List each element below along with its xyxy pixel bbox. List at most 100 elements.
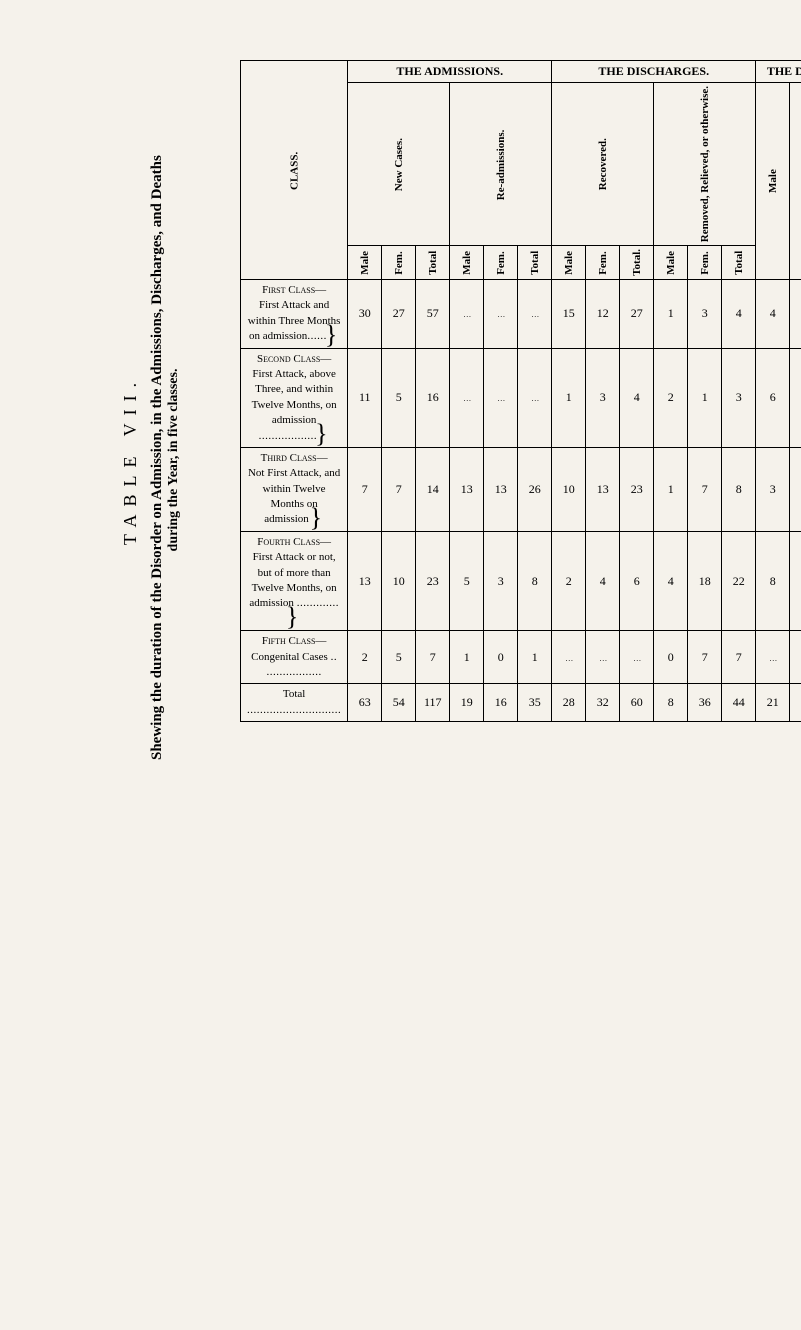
c-tot-rmm: 8 (654, 684, 688, 722)
c-f-nct: 57 (416, 280, 450, 349)
c-f-ncm: 30 (348, 280, 382, 349)
cell-first-label: First Class— First Attack and within Thr… (241, 280, 348, 349)
hdr-ra-fem: Fem. (484, 246, 518, 280)
c-s-rcf: 3 (586, 348, 620, 447)
c-tot-nct: 117 (416, 684, 450, 722)
c-4-ncf: 10 (382, 531, 416, 630)
c-f-rmm: 1 (654, 280, 688, 349)
c-tot-ncm: 63 (348, 684, 382, 722)
c-f-rmf: 3 (688, 280, 722, 349)
hdr-rc-total: Total. (620, 246, 654, 280)
c-f-raf (484, 280, 518, 349)
c-f-rmt: 4 (722, 280, 756, 349)
c-t-rmf: 7 (688, 447, 722, 531)
c-t-rct: 23 (620, 447, 654, 531)
third-hdr: Third Class— (261, 452, 328, 464)
c-tot-rcf: 32 (586, 684, 620, 722)
c-s-rat (518, 348, 552, 447)
c-4-rcm: 2 (552, 531, 586, 630)
row-total: Total ............................. 63 5… (241, 684, 801, 722)
c-s-nct: 16 (416, 348, 450, 447)
fifth-hdr: Fifth Class— (262, 635, 327, 647)
c-s-ncf: 5 (382, 348, 416, 447)
c-4-rmf: 18 (688, 531, 722, 630)
hdr-ra-total: Total (518, 246, 552, 280)
c-s-df: 0 (790, 348, 801, 447)
cell-second-label: Second Class— First Attack, above Three,… (241, 348, 348, 447)
row-third-class: Third Class— Not First Attack, and withi… (241, 447, 801, 531)
page-root: TABLE VII. Shewing the duration of the D… (40, 60, 761, 722)
c-5-rct (620, 631, 654, 684)
c-5-rmt: 7 (722, 631, 756, 684)
hdr-class: CLASS. (241, 61, 348, 280)
c-4-dm: 8 (756, 531, 790, 630)
c-4-rct: 6 (620, 531, 654, 630)
cell-total-label: Total ............................. (241, 684, 348, 722)
c-tot-rmt: 44 (722, 684, 756, 722)
c-4-rcf: 4 (586, 531, 620, 630)
third-desc: Not First Attack, and within Twelve Mont… (248, 467, 340, 525)
hdr-new-cases: New Cases. (348, 83, 450, 246)
c-5-dm (756, 631, 790, 684)
hdr-d-fem: Fem. (790, 83, 801, 280)
c-f-rcf: 12 (586, 280, 620, 349)
c-tot-ram: 19 (450, 684, 484, 722)
c-5-rmf: 7 (688, 631, 722, 684)
hdr-deaths: THE DEATHS. (756, 61, 801, 83)
c-f-df: 5 (790, 280, 801, 349)
c-4-raf: 3 (484, 531, 518, 630)
c-5-ram: 1 (450, 631, 484, 684)
c-4-df: 8 (790, 531, 801, 630)
c-tot-rmf: 36 (688, 684, 722, 722)
fourth-hdr: Fourth Class— (257, 536, 331, 548)
cell-fifth-label: Fifth Class— Congenital Cases .. .......… (241, 631, 348, 684)
c-s-dm: 6 (756, 348, 790, 447)
c-tot-rat: 35 (518, 684, 552, 722)
c-t-rmm: 1 (654, 447, 688, 531)
hdr-ra-male: Male (450, 246, 484, 280)
c-4-ram: 5 (450, 531, 484, 630)
c-4-ncm: 13 (348, 531, 382, 630)
c-tot-rct: 60 (620, 684, 654, 722)
c-t-dm: 3 (756, 447, 790, 531)
c-4-rat: 8 (518, 531, 552, 630)
hdr-nc-total: Total (416, 246, 450, 280)
hdr-admissions: THE ADMISSIONS. (348, 61, 552, 83)
hdr-nc-fem: Fem. (382, 246, 416, 280)
c-t-rcf: 13 (586, 447, 620, 531)
fifth-desc: Congenital Cases (251, 651, 328, 663)
c-tot-rcm: 28 (552, 684, 586, 722)
c-5-ncf: 5 (382, 631, 416, 684)
c-tot-dm: 21 (756, 684, 790, 722)
c-f-rct: 27 (620, 280, 654, 349)
c-5-rat: 1 (518, 631, 552, 684)
hdr-recovered: Recovered. (552, 83, 654, 246)
row-first-class: First Class— First Attack and within Thr… (241, 280, 801, 349)
c-t-nct: 14 (416, 447, 450, 531)
data-table: CLASS. THE ADMISSIONS. THE DISCHARGES. T… (240, 60, 801, 722)
c-f-rcm: 15 (552, 280, 586, 349)
c-s-raf (484, 348, 518, 447)
c-s-ncm: 11 (348, 348, 382, 447)
hdr-d-male: Male (756, 83, 790, 280)
c-s-rmf: 1 (688, 348, 722, 447)
c-5-df (790, 631, 801, 684)
hdr-rm-fem: Fem. (688, 246, 722, 280)
c-5-ncm: 2 (348, 631, 382, 684)
c-s-rmt: 3 (722, 348, 756, 447)
table-number: TABLE VII. (120, 160, 141, 760)
total-hdr: Total (283, 688, 305, 700)
c-t-raf: 13 (484, 447, 518, 531)
c-5-rcf (586, 631, 620, 684)
c-s-ram (450, 348, 484, 447)
c-t-rat: 26 (518, 447, 552, 531)
c-t-ncm: 7 (348, 447, 382, 531)
c-5-raf: 0 (484, 631, 518, 684)
hdr-readmissions: Re-admissions. (450, 83, 552, 246)
c-f-ncf: 27 (382, 280, 416, 349)
c-5-rmm: 0 (654, 631, 688, 684)
c-4-nct: 23 (416, 531, 450, 630)
c-f-dm: 4 (756, 280, 790, 349)
c-t-rmt: 8 (722, 447, 756, 531)
hdr-discharges: THE DISCHARGES. (552, 61, 756, 83)
